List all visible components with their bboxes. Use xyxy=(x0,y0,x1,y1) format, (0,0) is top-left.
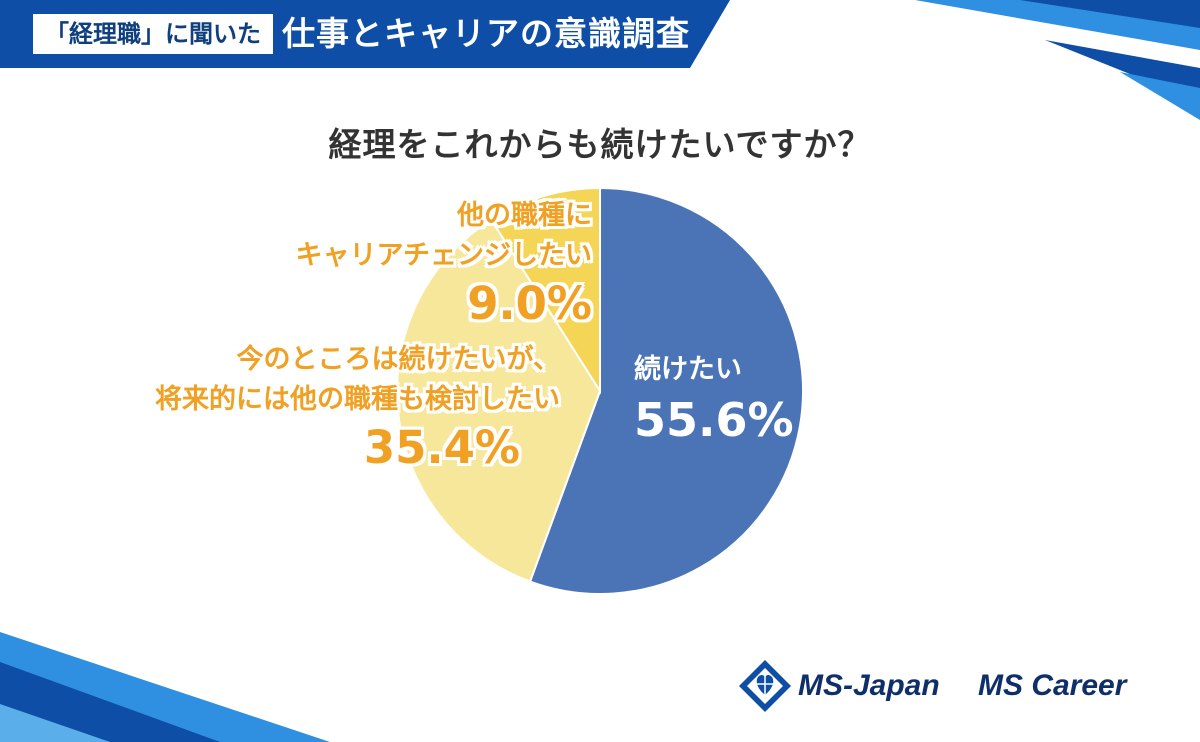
slice-label-continue: 続けたい 55.6% xyxy=(634,350,794,450)
slice-label-consider-line-1: 今のところは続けたいが、 xyxy=(236,344,560,375)
ms-career-logo: MS Career xyxy=(978,669,1127,702)
header-tag: 「経理職」に聞いた xyxy=(33,14,273,54)
top-right-stripe-2 xyxy=(1020,0,1200,28)
pie-slice-continue xyxy=(528,186,805,595)
slice-label-change: 他の職種に キャリアチェンジしたい 9.0% xyxy=(296,196,592,332)
slice-value-continue: 55.6% xyxy=(634,393,794,447)
pie-slice-change xyxy=(489,186,601,395)
top-right-stripe-4 xyxy=(1120,72,1200,120)
slice-value-change: 9.0% xyxy=(467,277,592,330)
slice-label-continue-line: 続けたい xyxy=(634,354,742,385)
slice-label-change-line-1: 他の職種に xyxy=(457,200,592,231)
header-title: 仕事とキャリアの意識調査 xyxy=(282,14,690,53)
slice-value-consider: 35.4% xyxy=(363,421,520,474)
bottom-left-stripe-3 xyxy=(0,704,110,742)
slice-label-consider: 今のところは続けたいが、 将来的には他の職種も検討したい 35.4% xyxy=(155,340,560,476)
bottom-left-stripe-2 xyxy=(0,662,220,742)
diamond-heart-icon xyxy=(739,660,791,712)
pie-slice-consider xyxy=(396,218,602,583)
ms-japan-logo: MS-Japan xyxy=(798,669,940,702)
chart-title: 経理をこれからも続けたいですか？ xyxy=(328,125,872,164)
slice-label-consider-line-2: 将来的には他の職種も検討したい xyxy=(155,384,560,415)
slice-label-change-line-2: キャリアチェンジしたい xyxy=(295,240,592,271)
